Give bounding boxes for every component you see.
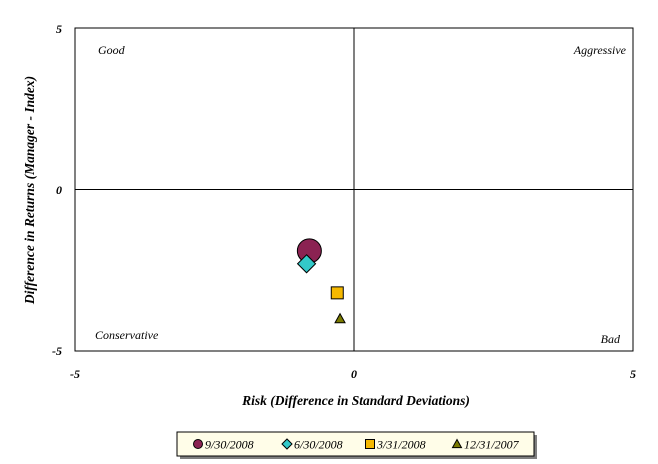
x-tick-label: -5 xyxy=(70,367,80,381)
y-tick-label: 0 xyxy=(56,183,62,197)
quadrant-label-conservative: Conservative xyxy=(95,328,159,342)
quadrant-label-good: Good xyxy=(98,43,126,57)
x-axis-title: Risk (Difference in Standard Deviations) xyxy=(241,393,470,408)
x-tick-label: 0 xyxy=(351,367,357,381)
legend: 9/30/2008 6/30/2008 3/31/2008 12/31/2007 xyxy=(176,431,537,459)
legend-marker-square xyxy=(365,439,375,449)
legend-box xyxy=(176,431,535,457)
data-markers xyxy=(296,238,346,324)
legend-label: 6/30/2008 xyxy=(294,438,343,452)
data-point-triangle xyxy=(334,312,346,324)
legend-marker-triangle xyxy=(451,438,463,449)
quadrant-label-aggressive: Aggressive xyxy=(573,43,627,57)
legend-marker-circle xyxy=(193,439,203,449)
legend-label: 3/31/2008 xyxy=(376,438,426,452)
legend-label: 9/30/2008 xyxy=(205,438,254,452)
data-point-square xyxy=(330,286,344,300)
y-tick-label: -5 xyxy=(52,344,62,358)
y-axis-title: Difference in Returns (Manager - Index) xyxy=(22,76,37,305)
data-point-diamond xyxy=(296,254,317,274)
legend-label: 12/31/2007 xyxy=(464,438,520,452)
x-tick-label: 5 xyxy=(630,367,636,381)
quadrant-label-bad: Bad xyxy=(601,332,621,346)
y-tick-label: 5 xyxy=(56,22,62,36)
legend-marker-diamond xyxy=(281,438,293,450)
